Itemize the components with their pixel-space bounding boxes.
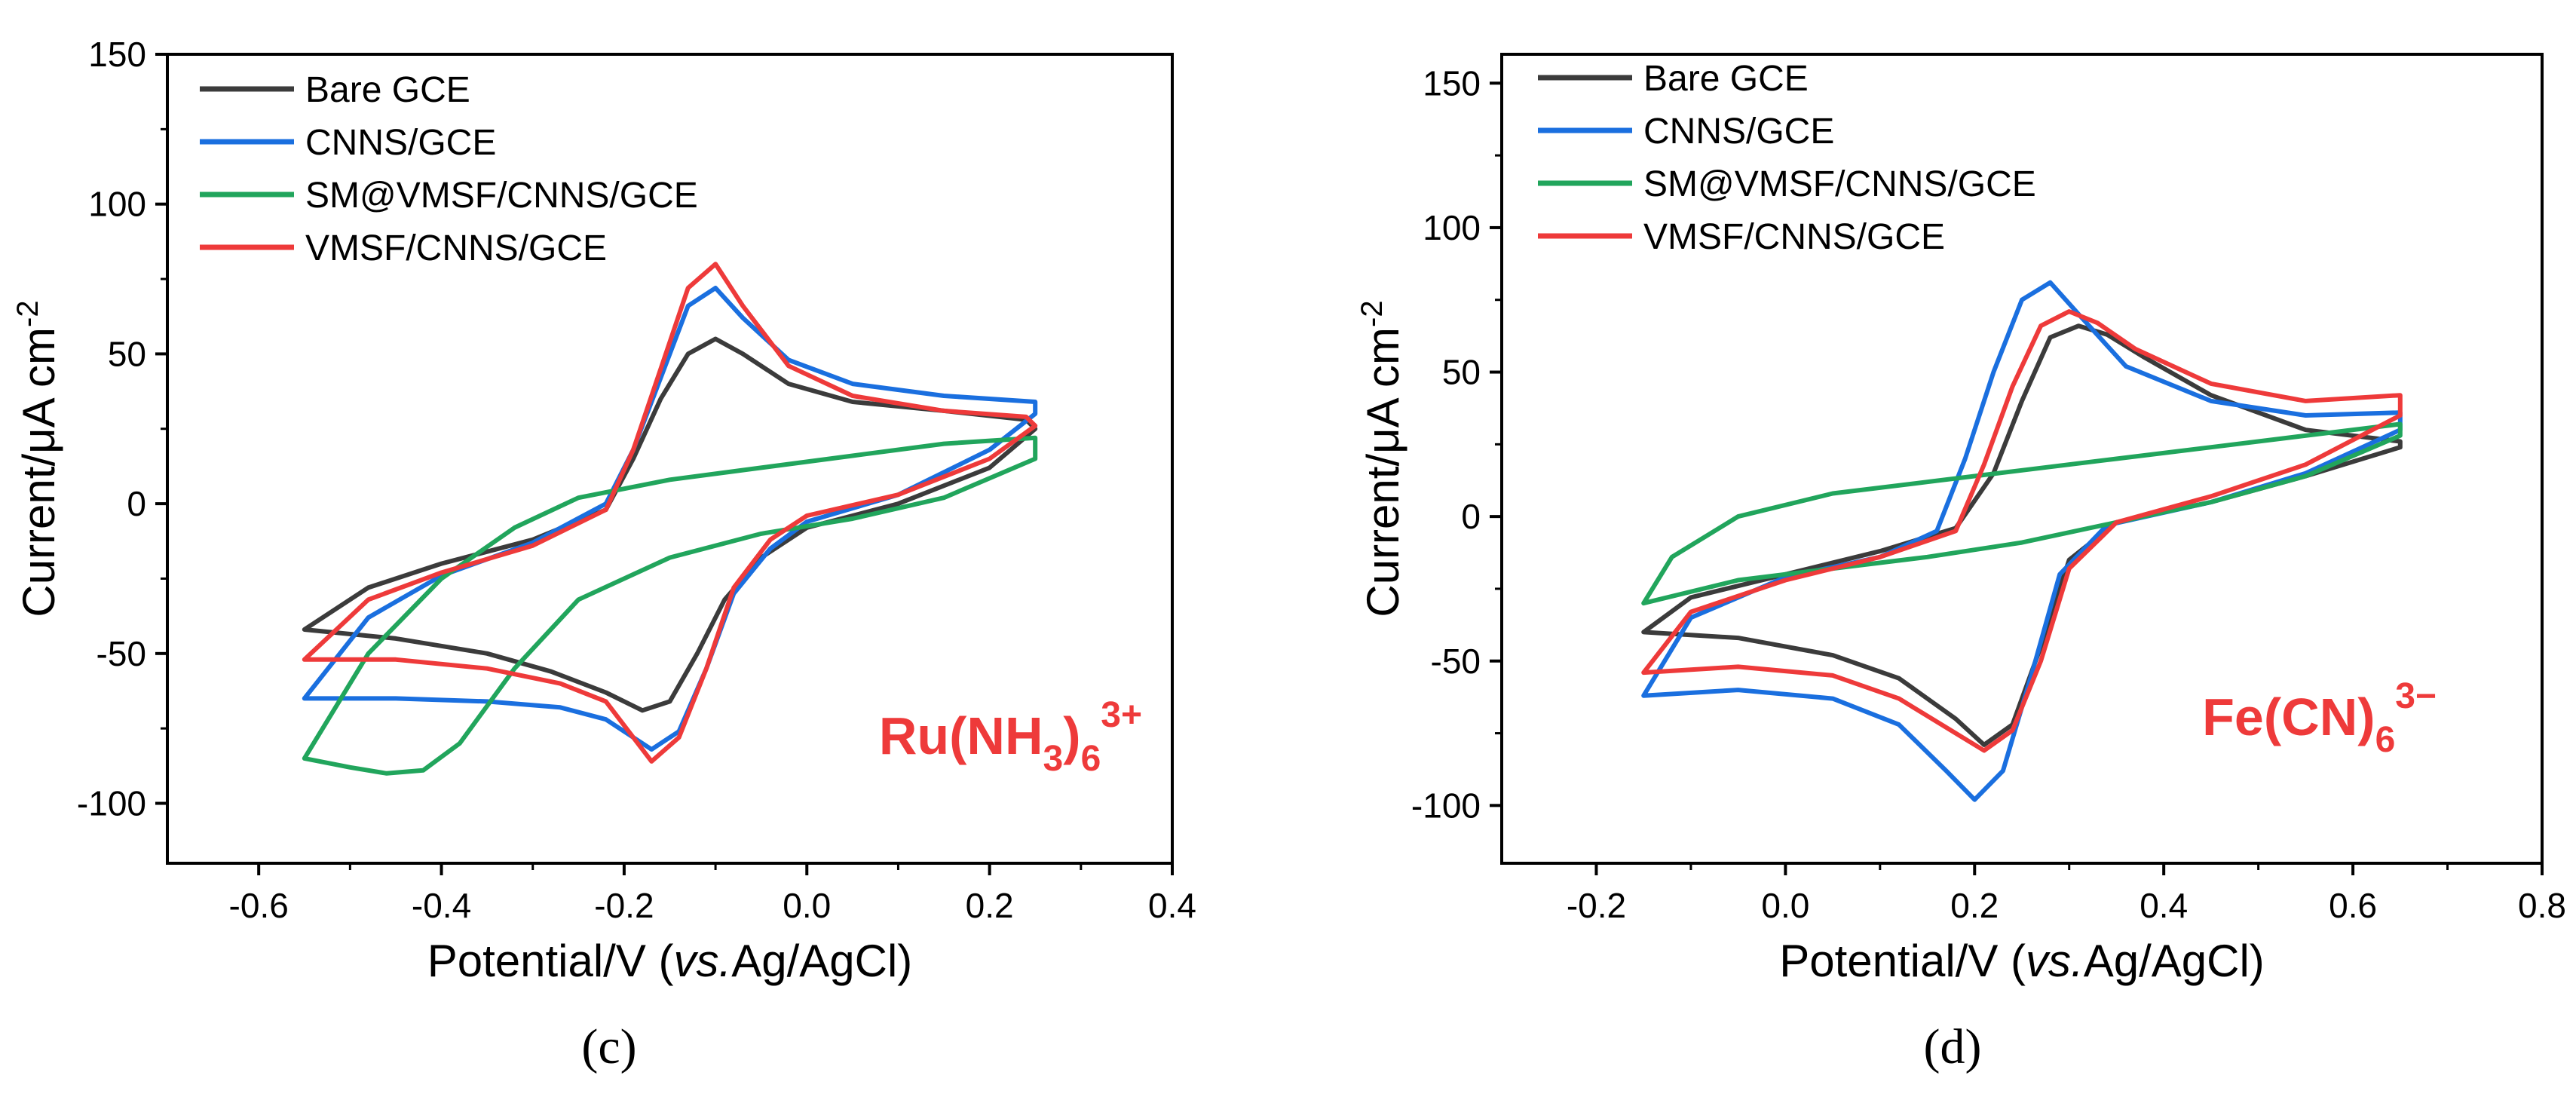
legend-label: SM@VMSF/CNNS/GCE [305,176,698,216]
y-tick-label: -100 [77,784,146,823]
panel-label: (d) [1924,1019,1982,1074]
x-tick-label: 0.0 [783,886,831,925]
y-tick-label: 0 [127,484,146,523]
x-tick-label: 0.8 [2518,886,2566,925]
y-tick-label: 150 [1423,63,1481,103]
series-line-sm [302,435,1038,776]
species-base: Ru(NH [879,706,1043,765]
x-axis-title-main: Potential/V ( [1779,936,2026,986]
legend-label: CNNS/GCE [1643,112,1834,152]
y-tick-label: -50 [1431,642,1481,681]
y-tick-label: 100 [88,185,146,224]
series-line-vmsf [302,262,1038,764]
series-line-cnns [302,286,1038,752]
y-axis-title: Current/μA cm-2 [11,300,64,617]
species-sub1: 6 [2375,720,2396,760]
legend-label: VMSF/CNNS/GCE [1643,217,1945,257]
x-tick-label: 0.2 [966,886,1014,925]
x-tick-label: 0.6 [2329,886,2377,925]
y-tick-label: -100 [1411,786,1481,825]
x-tick-label: -0.6 [229,886,289,925]
legend-label: SM@VMSF/CNNS/GCE [1643,164,2036,204]
species-base: Fe(CN) [2202,688,2375,746]
x-axis-title: Potential/V (vs.Ag/AgCl) [1779,936,2265,986]
species-sub1: 3 [1043,739,1064,779]
y-tick-label: 0 [1461,497,1481,536]
y-axis-title: Current/μA cm-2 [1355,300,1408,617]
y-axis-title-sup: -2 [11,300,44,327]
chart-panel-0: -0.6 -0.4 -0.2 0.0 0.2 0.4 -100 -50 0 50 100 150 Bar… [11,35,1196,1074]
x-tick-label: 0.0 [1761,886,1809,925]
x-tick-label: 0.2 [1950,886,1999,925]
legend-label: CNNS/GCE [305,123,496,163]
plot-frame [166,53,1174,865]
species-mid: ) [1063,706,1080,765]
species-sub2: 6 [1081,739,1101,779]
y-tick-label: 50 [108,334,146,373]
x-axis-title-main: Potential/V ( [427,936,674,986]
y-tick-label: 100 [1423,208,1481,247]
legend-label: Bare GCE [305,70,470,110]
x-axis-title-end: Ag/AgCl) [2084,936,2265,986]
y-axis-title-sup: -2 [1355,300,1389,327]
y-tick-label: -50 [96,634,146,673]
species-sup: 3− [2395,676,2437,716]
y-axis-title-main: Current/μA cm [14,327,64,617]
panel-label: (c) [581,1019,636,1074]
y-tick-label: 150 [88,35,146,74]
x-axis-title-italic: vs. [2026,936,2084,986]
x-axis-title-italic: vs. [674,936,732,986]
series-line-bare [1641,323,2403,747]
x-tick-label: -0.2 [594,886,654,925]
x-axis-title-end: Ag/AgCl) [731,936,912,986]
x-tick-label: -0.4 [412,886,471,925]
plot-frame [1500,53,2544,865]
chart-panel-1: -0.2 0.0 0.2 0.4 0.6 0.8 -100 -50 0 50 100 150 Bare … [1355,53,2566,1074]
x-tick-label: -0.2 [1567,886,1626,925]
x-axis-title: Potential/V (vs.Ag/AgCl) [427,936,913,986]
species-sup: 3+ [1101,695,1142,735]
series-line-sm [1641,421,2403,606]
y-tick-label: 50 [1442,353,1481,392]
x-tick-label: 0.4 [2140,886,2188,925]
y-axis-title-main: Current/μA cm [1358,327,1408,617]
species-annotation: Ru(NH3)63+ [879,695,1142,779]
legend-label: Bare GCE [1643,59,1809,99]
legend-label: VMSF/CNNS/GCE [305,228,607,268]
x-tick-label: 0.4 [1148,886,1196,925]
series-line-vmsf [1641,309,2403,753]
species-annotation: Fe(CN)63− [2202,676,2437,760]
